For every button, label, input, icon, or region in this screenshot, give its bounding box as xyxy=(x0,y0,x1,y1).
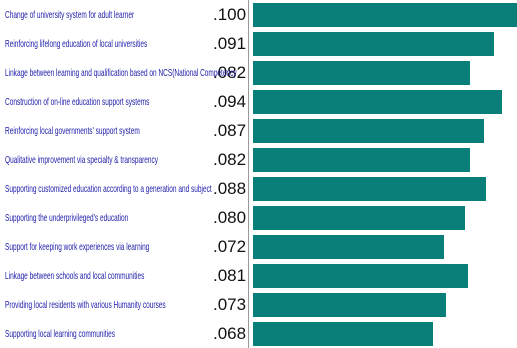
value-label: .072 xyxy=(213,236,247,256)
bar xyxy=(253,3,517,27)
value-label: .082 xyxy=(213,149,247,169)
category-label: Supporting local learning communities xyxy=(5,327,116,340)
value-label: .073 xyxy=(213,294,247,314)
bar-track xyxy=(248,87,517,116)
value-label: .081 xyxy=(213,265,247,285)
category-label: Linkage between learning and qualificati… xyxy=(5,66,237,79)
category-label: Qualitative improvement via specialty & … xyxy=(5,153,159,166)
bar-track xyxy=(248,203,517,232)
category-label: Providing local residents with various H… xyxy=(5,298,166,311)
value-label: .068 xyxy=(213,323,247,343)
bar xyxy=(253,148,470,172)
bar-track xyxy=(248,232,517,261)
bar xyxy=(253,90,502,114)
bar xyxy=(253,293,446,317)
value-label: .088 xyxy=(213,178,247,198)
bar xyxy=(253,264,468,288)
category-label: Change of university system for adult le… xyxy=(5,8,135,21)
bar-track xyxy=(248,58,517,87)
bar-track xyxy=(248,261,517,290)
bar xyxy=(253,322,433,346)
category-label: Linkage between schools and local commun… xyxy=(5,269,145,282)
bar xyxy=(253,177,486,201)
category-label: Supporting customized education accordin… xyxy=(5,182,212,195)
value-label: .100 xyxy=(213,4,247,24)
bar xyxy=(253,206,465,230)
bar xyxy=(253,119,484,143)
bar-track xyxy=(248,145,517,174)
bar-track xyxy=(248,29,517,58)
value-label: .080 xyxy=(213,207,247,227)
category-label: Reinforcing local governments' support s… xyxy=(5,124,140,137)
value-label: .087 xyxy=(213,120,247,140)
value-label: .094 xyxy=(213,91,247,111)
bar-track xyxy=(248,319,517,348)
category-label: Support for keeping work experiences via… xyxy=(5,240,150,253)
category-label: Construction of on-line education suppor… xyxy=(5,95,150,108)
bar xyxy=(253,235,444,259)
bar-track xyxy=(248,0,517,29)
category-label: Reinforcing lifelong education of local … xyxy=(5,37,148,50)
value-label: .091 xyxy=(213,33,247,53)
bar-track xyxy=(248,290,517,319)
value-label: .082 xyxy=(213,62,247,82)
category-label: Supporting the underprivileged's educati… xyxy=(5,211,129,224)
bar xyxy=(253,32,494,56)
bar-track xyxy=(248,116,517,145)
bar-track xyxy=(248,174,517,203)
bar xyxy=(253,61,470,85)
